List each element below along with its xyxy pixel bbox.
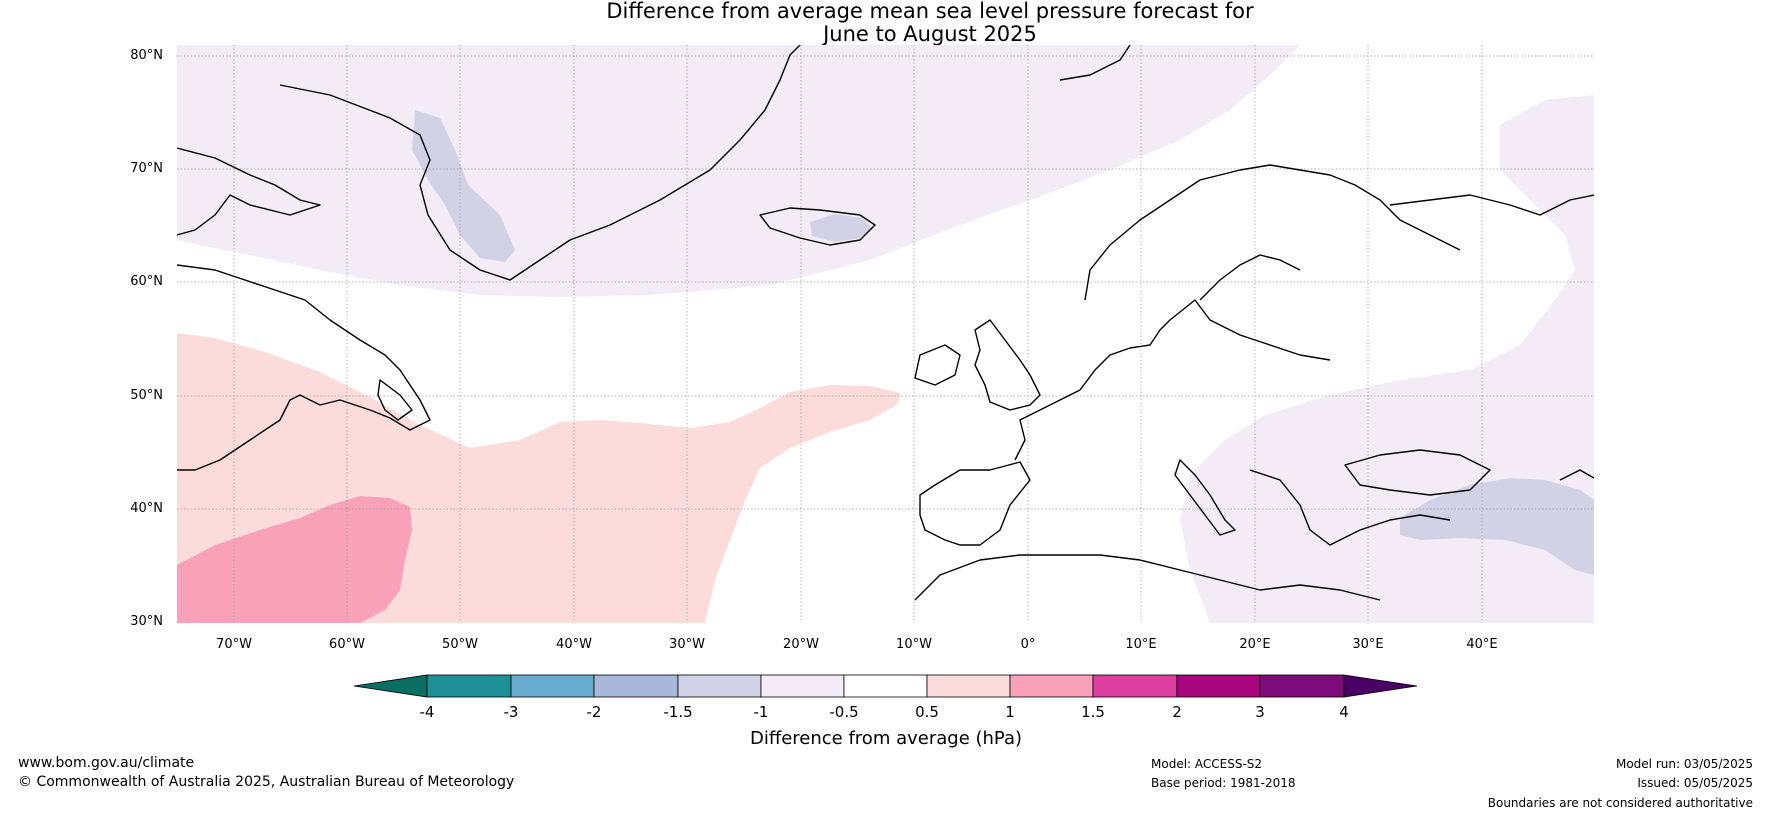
colorbar-tick-label: -2 xyxy=(586,703,602,721)
lon-label: 30°W xyxy=(669,637,705,652)
coast-scandinavia xyxy=(1084,164,1461,301)
coast-uk xyxy=(974,319,1041,411)
coast-europe xyxy=(1014,299,1331,461)
anomaly-blue-iceland xyxy=(810,214,872,242)
colorbar-tick-label: 4 xyxy=(1339,703,1349,721)
colorbar-tick-label: 0.5 xyxy=(915,703,939,721)
colorbar-tick-label: 3 xyxy=(1255,703,1265,721)
colorbar-tick-label: 2 xyxy=(1172,703,1182,721)
boundary-disclaimer: Boundaries are not considered authoritat… xyxy=(1487,796,1753,810)
lon-label: 0° xyxy=(1020,637,1036,652)
colorbar-tick-label: -3 xyxy=(503,703,519,721)
coast-greenland-east xyxy=(1059,45,1131,81)
coast-iberia xyxy=(919,461,1031,546)
colorbar xyxy=(353,674,1418,698)
lat-label: 70°N xyxy=(130,161,163,176)
lat-label: 60°N xyxy=(130,274,163,289)
base-period: Base period: 1981-2018 xyxy=(1151,776,1296,790)
lat-label: 80°N xyxy=(130,48,163,63)
colorbar-segment xyxy=(1176,674,1261,698)
colorbar-label: Difference from average (hPa) xyxy=(749,728,1023,749)
lat-label: 50°N xyxy=(130,388,163,403)
map-title-line2: June to August 2025 xyxy=(823,22,1037,46)
lon-label: 60°W xyxy=(329,637,365,652)
coast-black-sea xyxy=(1344,449,1491,496)
lon-label: 30°E xyxy=(1352,637,1384,652)
anomaly-light-purple-north xyxy=(177,45,1300,297)
lon-label: 20°E xyxy=(1239,637,1271,652)
lon-label: 50°W xyxy=(442,637,478,652)
anomaly-pink-subtropics xyxy=(177,496,412,623)
colorbar-segment xyxy=(1009,674,1094,698)
colorbar-tick-label: 1 xyxy=(1005,703,1015,721)
model-name: Model: ACCESS-S2 xyxy=(1151,757,1263,771)
colorbar-tick-label: -0.5 xyxy=(829,703,859,721)
coast-russia-north xyxy=(1389,194,1594,216)
website-link[interactable]: www.bom.gov.au/climate xyxy=(18,755,195,771)
coast-greece-turkey xyxy=(1249,469,1451,546)
lon-label: 10°W xyxy=(896,637,932,652)
map-title-line1: Difference from average mean sea level p… xyxy=(606,0,1254,23)
colorbar-segment xyxy=(593,674,679,698)
colorbar-segment xyxy=(1092,674,1178,698)
coast-caspian xyxy=(1559,469,1594,481)
lat-label: 30°N xyxy=(130,614,163,629)
lon-label: 20°W xyxy=(783,637,819,652)
lon-label: 40°E xyxy=(1466,637,1498,652)
copyright-text: © Commonwealth of Australia 2025, Austra… xyxy=(18,774,515,790)
colorbar-tick-label: -1 xyxy=(753,703,769,721)
colorbar-segment xyxy=(677,674,762,698)
colorbar-extend-high xyxy=(1343,674,1418,698)
anomaly-blue-greenland xyxy=(412,110,515,262)
coast-newfoundland xyxy=(377,379,413,421)
graticule xyxy=(177,45,1594,623)
coast-baltic xyxy=(1199,254,1301,301)
colorbar-segment xyxy=(510,674,595,698)
colorbar-segment xyxy=(843,674,928,698)
colorbar-extend-low xyxy=(353,674,428,698)
lat-label: 40°N xyxy=(130,501,163,516)
colorbar-tick-label: -1.5 xyxy=(663,703,693,721)
lon-label: 40°W xyxy=(556,637,592,652)
anomaly-blue-caspian xyxy=(1400,478,1594,575)
coastlines xyxy=(177,45,1594,601)
colorbar-segment xyxy=(426,674,512,698)
colorbar-tick-label: 1.5 xyxy=(1081,703,1105,721)
colorbar-segment xyxy=(760,674,845,698)
colorbar-segment xyxy=(926,674,1011,698)
lon-label: 10°E xyxy=(1125,637,1157,652)
coast-mediterranean-south xyxy=(914,554,1381,601)
lon-label: 70°W xyxy=(216,637,252,652)
colorbar-tick-label: -4 xyxy=(419,703,435,721)
coast-italy xyxy=(1174,459,1236,536)
model-run-date: Model run: 03/05/2025 xyxy=(1615,757,1753,771)
colorbar-segment xyxy=(1259,674,1345,698)
coast-iceland xyxy=(759,207,876,246)
coast-baffin xyxy=(177,147,321,236)
coast-greenland xyxy=(279,45,801,281)
issued-date: Issued: 05/05/2025 xyxy=(1637,776,1753,790)
coast-ireland xyxy=(914,344,961,386)
coast-labrador xyxy=(177,264,431,471)
